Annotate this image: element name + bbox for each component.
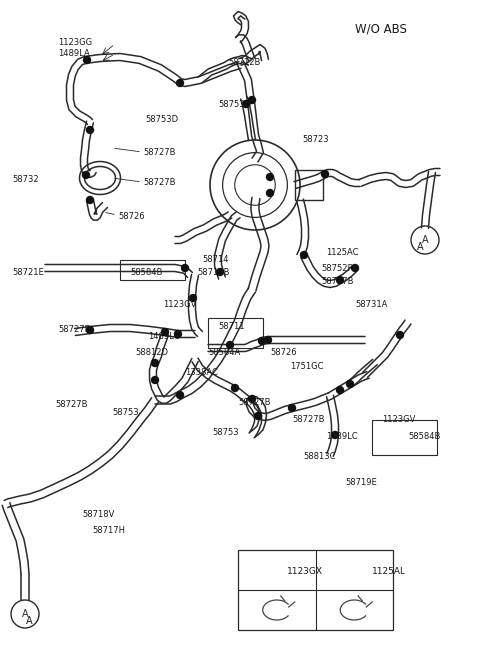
Circle shape [264,337,272,343]
Circle shape [175,331,181,337]
Text: 58732: 58732 [12,175,38,184]
Text: A: A [22,609,28,619]
Text: 58711: 58711 [218,322,244,331]
Circle shape [86,196,94,204]
Text: 58727B: 58727B [321,277,353,286]
Text: 58723: 58723 [302,135,329,144]
Text: 58719E: 58719E [345,478,377,487]
Circle shape [83,172,89,179]
Text: 1123GG: 1123GG [58,38,92,47]
Circle shape [336,276,344,284]
Text: 58726: 58726 [270,348,297,357]
Bar [295,170,323,200]
Circle shape [266,174,274,181]
Text: W/O ABS: W/O ABS [355,22,407,35]
Text: 58721E: 58721E [12,268,44,277]
Text: 58726: 58726 [118,212,144,221]
Text: 58731A: 58731A [355,300,387,309]
Circle shape [249,396,255,403]
Text: 1751GC: 1751GC [290,362,324,371]
Text: 1489LC: 1489LC [148,332,180,341]
Text: 58727B: 58727B [238,398,271,407]
Text: 58752F: 58752F [321,264,352,273]
Text: 58713B: 58713B [197,268,229,277]
Text: 58714: 58714 [202,255,228,264]
Circle shape [152,377,158,383]
Text: 1123GX: 1123GX [287,567,323,576]
Circle shape [181,265,189,272]
Circle shape [86,126,94,134]
Text: 58727B: 58727B [58,325,91,334]
Circle shape [249,96,255,103]
Circle shape [152,360,158,367]
Text: 58584B: 58584B [408,432,440,441]
Text: 58727B: 58727B [143,178,176,187]
Text: 58812D: 58812D [135,348,168,357]
Circle shape [288,405,296,411]
Bar [120,260,185,280]
Circle shape [242,100,250,107]
Circle shape [177,79,183,86]
Text: 58584A: 58584A [208,348,240,357]
Circle shape [332,432,338,438]
Circle shape [336,386,344,394]
Text: 58813C: 58813C [303,452,336,461]
Text: 58718V: 58718V [82,510,114,519]
Text: 1489LA: 1489LA [58,49,90,58]
Text: 58727B: 58727B [292,415,324,424]
Circle shape [322,170,328,178]
Text: 58727B: 58727B [55,400,87,409]
Bar [238,550,393,630]
Circle shape [259,337,265,345]
Text: 58753: 58753 [112,408,139,417]
Text: 58717H: 58717H [92,526,125,535]
Circle shape [231,384,239,392]
Text: 58753: 58753 [212,428,239,437]
Text: 1123GV: 1123GV [382,415,415,424]
Text: 1338AC: 1338AC [185,368,218,377]
Text: 1123GV: 1123GV [163,300,196,309]
Text: 58712B: 58712B [228,58,260,67]
Circle shape [351,265,359,272]
Text: 58753D: 58753D [218,100,251,109]
Circle shape [227,341,233,348]
Bar [372,420,437,455]
Circle shape [161,329,168,335]
Circle shape [177,392,183,398]
Text: 58727B: 58727B [143,148,176,157]
Circle shape [190,295,196,301]
Bar [208,318,263,348]
Text: A: A [26,616,32,626]
Circle shape [84,56,91,64]
Circle shape [347,381,353,388]
Text: A: A [422,235,428,245]
Circle shape [86,326,94,333]
Circle shape [396,331,404,339]
Text: 1489LC: 1489LC [326,432,358,441]
Circle shape [266,189,274,196]
Circle shape [216,269,224,276]
Text: 58584B: 58584B [130,268,162,277]
Circle shape [300,252,308,259]
Text: A: A [417,242,423,252]
Text: 1125AC: 1125AC [326,248,359,257]
Text: 58753D: 58753D [145,115,178,124]
Text: 1125AL: 1125AL [372,567,406,576]
Circle shape [254,413,262,419]
